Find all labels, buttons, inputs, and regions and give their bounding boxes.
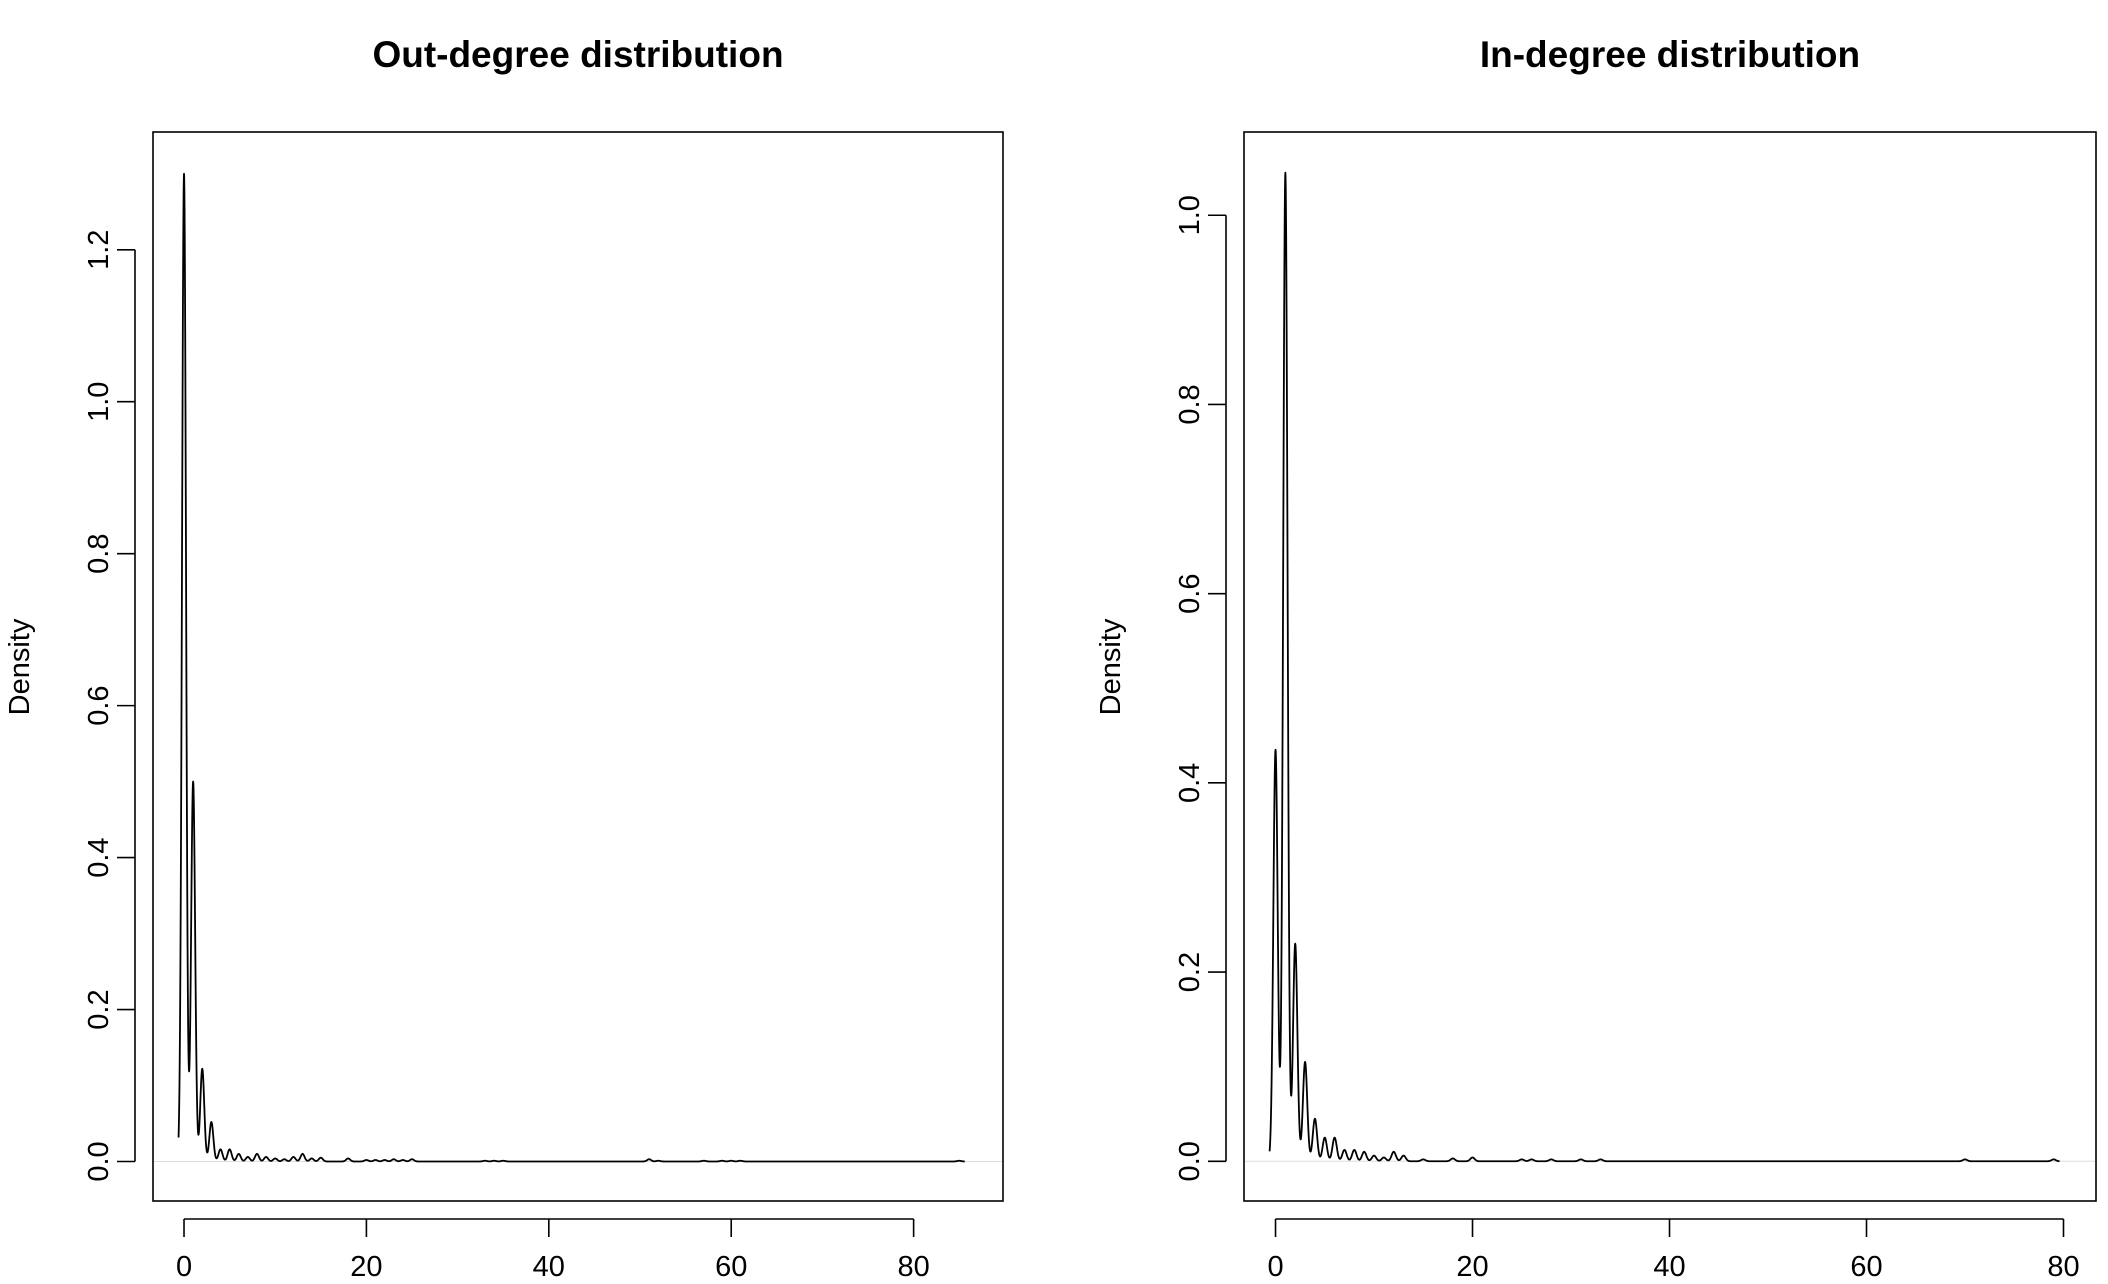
x-tick-label: 60 xyxy=(1850,1251,1882,1283)
x-tick-label: 20 xyxy=(1456,1251,1488,1283)
y-axis-label: Density xyxy=(1095,618,1127,715)
y-tick-label: 0.6 xyxy=(83,685,115,725)
x-tick-label: 20 xyxy=(350,1251,382,1283)
x-tick-label: 40 xyxy=(1653,1251,1685,1283)
y-tick-label: 0.6 xyxy=(1174,573,1206,613)
y-tick-label: 0.0 xyxy=(1174,1141,1206,1181)
y-tick-label: 0.8 xyxy=(1174,384,1206,424)
x-tick-label: 60 xyxy=(715,1251,747,1283)
plot-frame xyxy=(1243,131,2097,1202)
plot-frame xyxy=(152,131,1004,1202)
x-tick-label: 0 xyxy=(176,1251,192,1283)
chart-title: Out-degree distribution xyxy=(372,34,783,75)
density-line xyxy=(177,172,966,1163)
x-tick-label: 0 xyxy=(1267,1251,1283,1283)
y-tick-label: 0.4 xyxy=(83,837,115,877)
y-tick-label: 1.0 xyxy=(83,382,115,422)
y-tick-label: 0.2 xyxy=(83,989,115,1029)
chart-title: In-degree distribution xyxy=(1480,34,1860,75)
y-tick-label: 1.0 xyxy=(1174,195,1206,235)
density-line xyxy=(1268,171,2061,1163)
y-tick-label: 0.4 xyxy=(1174,763,1206,803)
y-tick-label: 0.0 xyxy=(83,1141,115,1181)
x-tick-label: 80 xyxy=(2047,1251,2079,1283)
y-axis-label: Density xyxy=(4,618,36,715)
in-degree-panel: In-degree distribution Density 0 20 40 60 80 0.… xyxy=(1095,34,2097,1283)
x-tick-label: 40 xyxy=(533,1251,565,1283)
y-tick-label: 0.2 xyxy=(1174,952,1206,992)
out-degree-panel: Out-degree distribution Density 0 20 40 60 80 0… xyxy=(4,34,1004,1283)
y-tick-label: 1.2 xyxy=(83,230,115,270)
x-tick-label: 80 xyxy=(897,1251,929,1283)
y-tick-label: 0.8 xyxy=(83,534,115,574)
